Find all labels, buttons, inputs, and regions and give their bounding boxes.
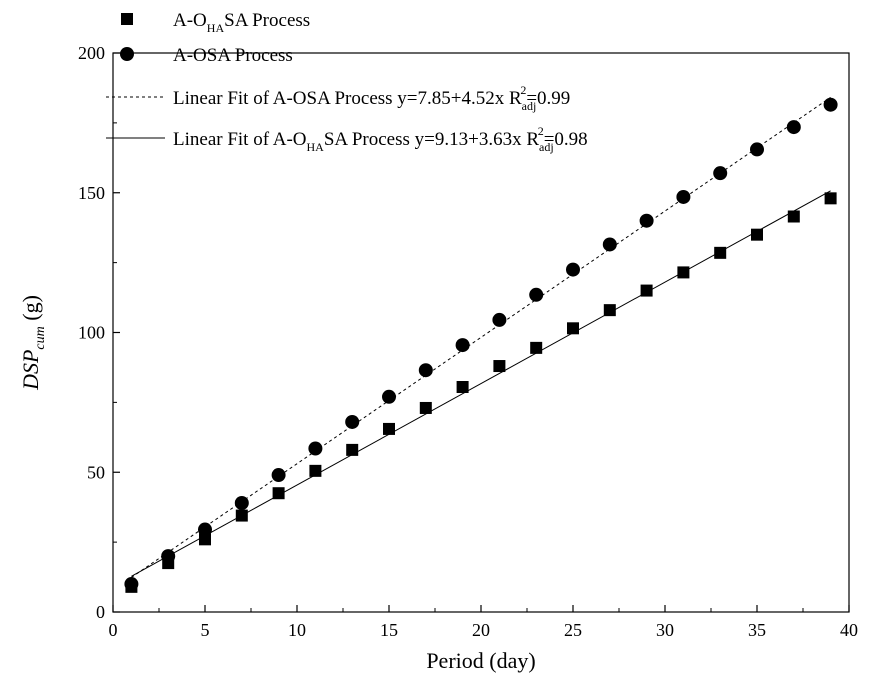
y-tick-label: 150 bbox=[78, 183, 105, 203]
circle-point bbox=[455, 338, 470, 353]
square-point bbox=[751, 228, 763, 241]
legend-label-series-2: A-OSA Process bbox=[173, 45, 293, 66]
circle-point bbox=[271, 468, 286, 483]
square-point bbox=[199, 533, 211, 546]
y-axis-label: DSPcum (g) bbox=[18, 295, 48, 391]
square-point bbox=[677, 266, 690, 279]
square-point bbox=[787, 210, 800, 223]
circle-point bbox=[234, 495, 249, 510]
square-point bbox=[824, 192, 837, 205]
circle-point bbox=[124, 577, 139, 592]
circle-point bbox=[566, 262, 580, 277]
legend-square-marker bbox=[121, 13, 133, 25]
data-points bbox=[124, 97, 838, 593]
x-tick-label: 20 bbox=[472, 620, 490, 640]
circle-point bbox=[602, 237, 617, 252]
legend-label-fit-2: Linear Fit of A-OHASA Process y=9.13+3.6… bbox=[173, 124, 588, 154]
square-point bbox=[456, 381, 469, 394]
square-point bbox=[530, 341, 543, 354]
legend-label-fit-1: Linear Fit of A-OSA Process y=7.85+4.52x… bbox=[173, 83, 570, 113]
square-point bbox=[346, 443, 359, 456]
fit-line-2 bbox=[131, 190, 831, 577]
y-tick-label: 50 bbox=[87, 462, 105, 482]
square-point bbox=[235, 509, 248, 522]
square-point bbox=[272, 487, 285, 500]
circle-point bbox=[492, 312, 507, 327]
circle-point bbox=[308, 441, 323, 456]
x-tick-label: 35 bbox=[748, 620, 766, 640]
circle-point bbox=[418, 363, 433, 378]
circle-point bbox=[529, 287, 544, 302]
x-tick-label: 0 bbox=[109, 620, 118, 640]
y-tick-label: 0 bbox=[96, 602, 105, 622]
legend: A-OHASA Process A-OSA Process Linear Fit o… bbox=[106, 10, 588, 154]
legend-label-series-1: A-OHASA Process bbox=[173, 10, 310, 35]
x-tick-label: 25 bbox=[564, 620, 582, 640]
x-tick-label: 30 bbox=[656, 620, 674, 640]
circle-point bbox=[198, 522, 212, 537]
square-point bbox=[567, 322, 579, 335]
y-tick-label: 200 bbox=[78, 43, 105, 63]
axes: 0 5 10 15 20 25 30 35 40 0 50 100 150 200 bbox=[78, 43, 858, 640]
circle-point bbox=[382, 389, 396, 404]
circle-point bbox=[676, 189, 691, 204]
circle-point bbox=[639, 213, 654, 228]
square-point bbox=[419, 401, 432, 414]
square-point bbox=[309, 464, 322, 477]
axis-labels: Period (day) DSPcum (g) bbox=[18, 295, 536, 673]
square-point bbox=[603, 304, 616, 317]
x-tick-label: 40 bbox=[840, 620, 858, 640]
circle-point bbox=[713, 166, 728, 181]
circle-point bbox=[786, 120, 801, 135]
square-point bbox=[383, 422, 395, 435]
square-point bbox=[493, 360, 506, 373]
circle-point bbox=[750, 142, 764, 157]
x-tick-label: 10 bbox=[288, 620, 306, 640]
fit-lines bbox=[131, 96, 831, 578]
x-axis-label: Period (day) bbox=[426, 648, 535, 673]
x-tick-label: 5 bbox=[201, 620, 210, 640]
square-point bbox=[640, 284, 653, 297]
x-tick-label: 15 bbox=[380, 620, 398, 640]
legend-circle-marker bbox=[120, 47, 134, 61]
circle-point bbox=[823, 97, 838, 112]
circle-point bbox=[161, 549, 176, 564]
circle-point bbox=[345, 414, 360, 429]
y-tick-label: 100 bbox=[78, 323, 105, 343]
square-point bbox=[714, 246, 727, 259]
